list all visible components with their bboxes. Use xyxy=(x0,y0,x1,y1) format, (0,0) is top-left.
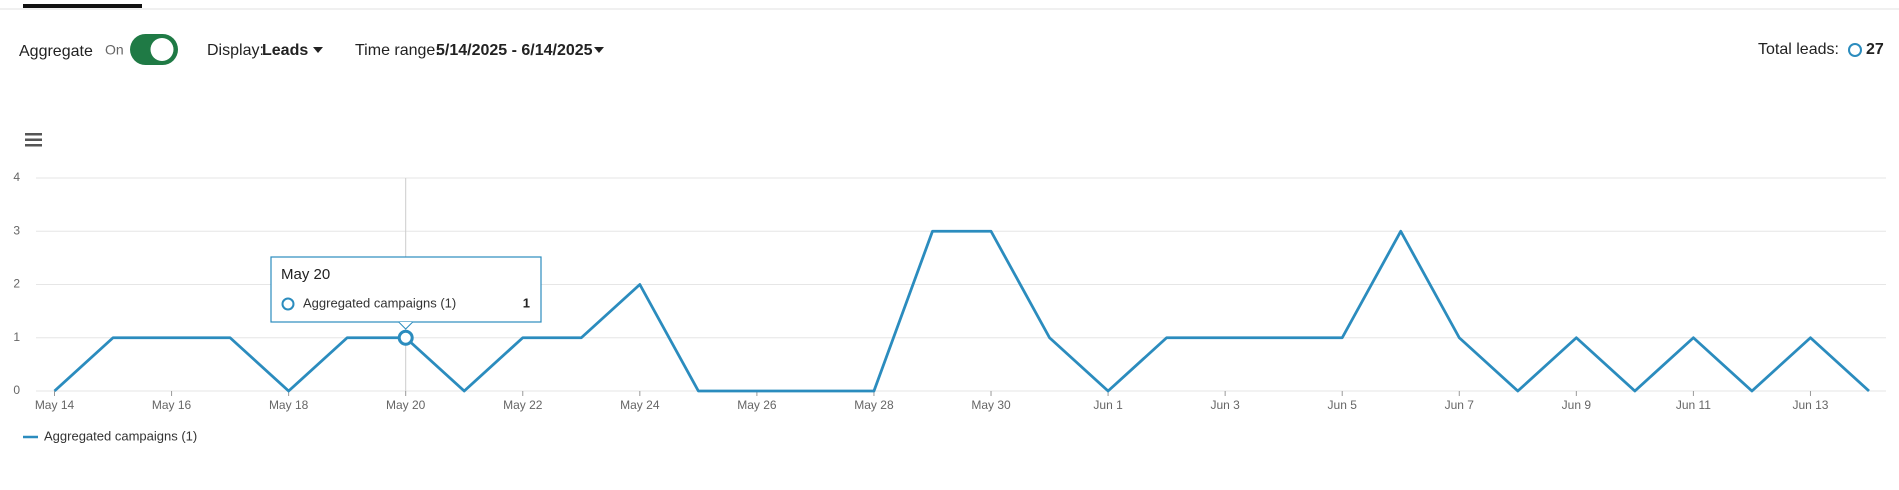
chart-menu[interactable] xyxy=(25,133,42,147)
x-tick-label: May 28 xyxy=(854,398,894,412)
time-range-label: Time range: xyxy=(355,42,440,59)
tooltip-box xyxy=(270,256,542,323)
tooltip-value: 1 xyxy=(523,295,530,310)
x-tick-label: May 18 xyxy=(269,398,309,412)
x-tick-label: Jun 7 xyxy=(1445,398,1475,412)
active-tab[interactable] xyxy=(23,4,142,8)
toggle-state: On xyxy=(105,42,124,58)
tooltip-icon xyxy=(281,297,295,311)
x-tick-label: May 16 xyxy=(152,398,192,412)
caret xyxy=(313,47,323,53)
tooltip-pointer xyxy=(398,321,414,330)
x-tick-label: Jun 5 xyxy=(1328,398,1358,412)
tooltip: May 20 Aggregated campaigns (1) 1 xyxy=(270,256,542,330)
hover-marker xyxy=(397,329,414,346)
x-tick-label: May 30 xyxy=(971,398,1011,412)
x-tick-label: May 22 xyxy=(503,398,543,412)
menu-bar xyxy=(25,133,42,136)
series-line xyxy=(53,229,1870,393)
display-dropdown[interactable]: Display: Leads xyxy=(207,42,323,59)
y-tick-label: 2 xyxy=(13,277,20,291)
x-tick-label: Jun 11 xyxy=(1676,398,1711,412)
total-leads-value: 27 xyxy=(1866,41,1884,58)
y-tick-label: 3 xyxy=(13,223,20,237)
x-tick-label: Jun 9 xyxy=(1562,398,1592,412)
menu-bar xyxy=(25,144,42,147)
x-tick-label: May 24 xyxy=(620,398,660,412)
y-tick-label: 1 xyxy=(13,330,20,344)
x-tick-label: May 26 xyxy=(737,398,777,412)
time-range-value: 5/14/2025 - 6/14/2025 xyxy=(436,42,593,59)
total-leads-label: Total leads: xyxy=(1758,41,1839,58)
x-tick-label: Jun 13 xyxy=(1792,398,1828,412)
caret xyxy=(594,47,604,53)
toggle-knob xyxy=(150,38,174,61)
aggregate-label: Aggregate xyxy=(19,43,93,60)
x-tick-label: May 20 xyxy=(386,398,426,412)
y-tick-label: 4 xyxy=(13,170,20,184)
x-tick-label: Jun 3 xyxy=(1210,398,1240,412)
menu-bar xyxy=(25,138,42,141)
time-range-dropdown[interactable]: Time range: 5/14/2025 - 6/14/2025 xyxy=(355,42,604,59)
x-tick-label: Jun 1 xyxy=(1093,398,1123,412)
x-tick-label: May 14 xyxy=(35,398,75,412)
display-value: Leads xyxy=(262,42,308,59)
legend-label: Aggregated campaigns (1) xyxy=(44,428,197,443)
y-tick-label: 0 xyxy=(13,383,20,397)
total-icon xyxy=(1848,43,1862,57)
tooltip-series: Aggregated campaigns (1) xyxy=(303,295,456,310)
tooltip-title: May 20 xyxy=(281,266,330,283)
display-label: Display: xyxy=(207,42,264,59)
plot: 0 1 2 3 4 May 14 May 16 May 18 May 20 May 22 May 2… xyxy=(13,170,1886,443)
